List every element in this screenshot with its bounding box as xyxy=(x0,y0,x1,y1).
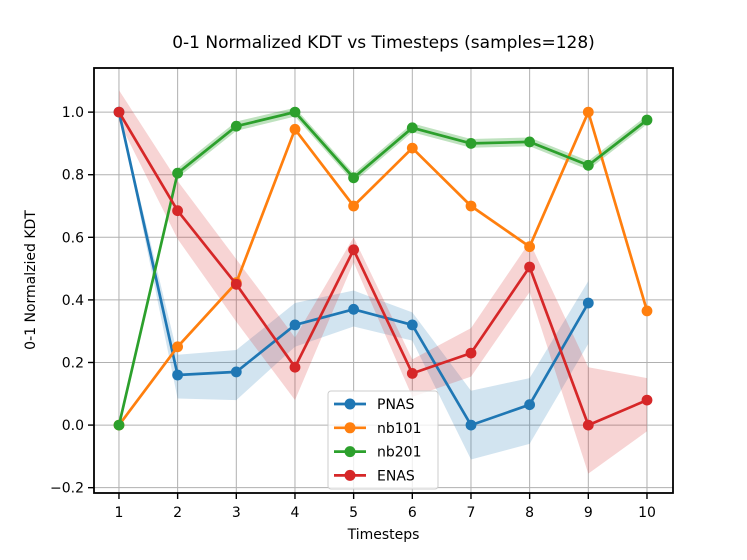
y-tick-label: −0.2 xyxy=(50,481,84,497)
data-marker-nb101 xyxy=(348,200,359,212)
x-tick-label: 2 xyxy=(173,505,182,521)
data-marker-nb101 xyxy=(465,200,477,212)
data-marker-PNAS xyxy=(582,297,594,309)
data-marker-nb201 xyxy=(113,419,125,431)
data-marker-ENAS xyxy=(465,347,477,359)
legend-label-nb201: nb201 xyxy=(377,445,421,461)
data-marker-nb101 xyxy=(524,241,535,253)
data-marker-nb101 xyxy=(289,123,301,135)
data-marker-ENAS xyxy=(230,278,242,290)
chart-title: 0-1 Normalized KDT vs Timesteps (samples… xyxy=(172,33,595,53)
x-tick-label: 4 xyxy=(291,505,300,521)
data-marker-nb101 xyxy=(641,305,653,317)
data-marker-nb201 xyxy=(582,159,594,171)
data-marker-nb201 xyxy=(172,167,184,179)
data-marker-nb201 xyxy=(524,136,535,148)
data-marker-nb201 xyxy=(348,172,359,184)
data-marker-nb101 xyxy=(172,341,184,353)
series-line-ENAS xyxy=(117,111,648,427)
data-marker-nb201 xyxy=(406,122,418,134)
legend-label-nb101: nb101 xyxy=(377,421,421,437)
x-tick-label: 8 xyxy=(525,505,534,521)
data-marker-PNAS xyxy=(289,319,301,331)
legend-label-ENAS: ENAS xyxy=(377,468,415,484)
data-marker-ENAS xyxy=(113,106,125,118)
data-marker-nb101 xyxy=(582,106,594,118)
legend-swatch-marker-nb201 xyxy=(344,446,356,458)
x-tick-label: 7 xyxy=(467,505,476,521)
legend-swatch-marker-nb101 xyxy=(344,422,356,434)
y-tick-label: 0.0 xyxy=(62,418,84,434)
y-tick-label: 0.2 xyxy=(62,355,84,371)
y-axis-label: 0-1 Normalzied KDT xyxy=(23,210,39,350)
data-marker-PNAS xyxy=(230,366,242,378)
data-marker-PNAS xyxy=(524,399,535,411)
legend-label-PNAS: PNAS xyxy=(377,397,414,413)
data-marker-PNAS xyxy=(348,303,359,315)
axes-spines xyxy=(93,67,674,494)
x-tick-label: 9 xyxy=(584,505,593,521)
data-marker-nb201 xyxy=(289,106,301,118)
data-marker-ENAS xyxy=(582,419,594,431)
y-tick-label: 0.8 xyxy=(62,168,84,184)
series-line-nb101 xyxy=(117,110,649,426)
x-tick-label: 10 xyxy=(638,505,656,521)
data-marker-PNAS xyxy=(406,319,418,331)
data-marker-PNAS xyxy=(465,419,477,431)
y-tick-label: 0.6 xyxy=(62,230,84,246)
data-marker-ENAS xyxy=(406,368,418,379)
data-marker-ENAS xyxy=(641,394,653,406)
legend-swatch-marker-ENAS xyxy=(344,469,356,481)
x-tick-label: 6 xyxy=(408,505,417,521)
series-line-nb201 xyxy=(117,110,648,426)
y-tick-label: 0.4 xyxy=(62,293,84,309)
x-tick-label: 3 xyxy=(232,505,241,521)
data-marker-nb201 xyxy=(230,120,242,132)
data-marker-ENAS xyxy=(172,205,184,217)
x-tick-label: 1 xyxy=(115,505,124,521)
data-marker-nb201 xyxy=(465,138,477,149)
x-axis-label: Timesteps xyxy=(347,527,420,543)
legend-box xyxy=(327,390,439,490)
y-tick-label: 1.0 xyxy=(62,105,84,121)
confidence-band-ENAS xyxy=(119,90,647,474)
legend-swatch-marker-PNAS xyxy=(344,398,356,410)
data-marker-nb201 xyxy=(641,114,653,126)
data-marker-ENAS xyxy=(289,361,301,373)
x-tick-label: 5 xyxy=(349,505,358,521)
data-marker-PNAS xyxy=(172,369,184,381)
data-marker-ENAS xyxy=(348,244,359,256)
data-marker-ENAS xyxy=(524,261,535,273)
data-marker-nb101 xyxy=(406,142,418,154)
